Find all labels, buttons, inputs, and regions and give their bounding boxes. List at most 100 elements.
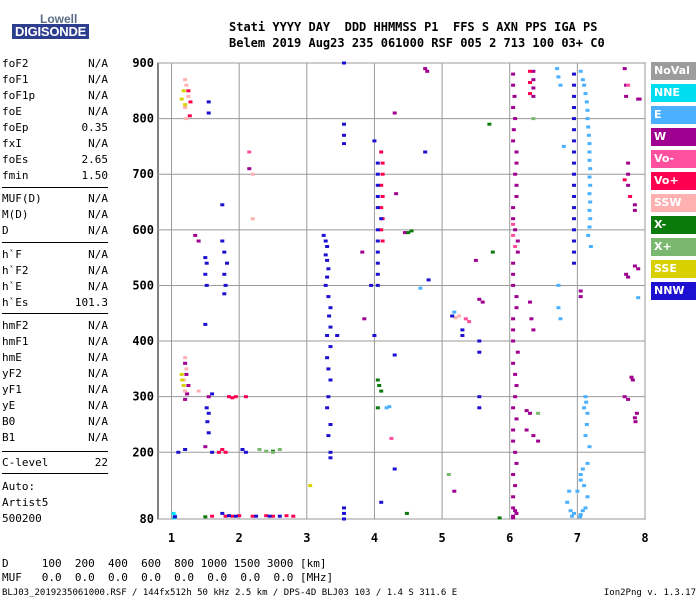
- data-point: [580, 78, 585, 82]
- data-point: [531, 69, 536, 73]
- data-point: [206, 100, 211, 104]
- data-point: [584, 100, 589, 104]
- data-point: [636, 296, 641, 300]
- data-point: [223, 283, 228, 287]
- param-value: N/A: [88, 383, 108, 396]
- param-row: fmin 1.50: [2, 169, 108, 185]
- data-point: [588, 167, 593, 171]
- param-label: h`E: [2, 280, 22, 293]
- data-point: [572, 206, 576, 210]
- data-point: [342, 133, 346, 137]
- data-point: [210, 514, 215, 518]
- y-tick-label: 600: [132, 223, 154, 237]
- data-point: [342, 517, 346, 521]
- param-value: N/A: [88, 248, 108, 261]
- data-point: [203, 515, 208, 519]
- data-point: [380, 239, 385, 243]
- x-tick-label: 2: [236, 531, 243, 545]
- param-row: foF2 N/A: [2, 57, 108, 73]
- data-point: [180, 378, 185, 382]
- data-point: [511, 439, 516, 443]
- data-point: [423, 150, 428, 154]
- param-value: N/A: [88, 431, 108, 444]
- data-point: [585, 411, 590, 415]
- data-point: [254, 514, 259, 518]
- data-point: [587, 225, 592, 229]
- data-point: [203, 322, 208, 326]
- data-point: [184, 83, 189, 87]
- data-point: [637, 97, 642, 101]
- data-point: [528, 300, 532, 304]
- param-label: foF1p: [2, 89, 36, 102]
- data-point: [183, 448, 188, 451]
- param-row: yE N/A: [2, 399, 108, 415]
- data-point: [561, 144, 566, 148]
- data-point: [375, 261, 380, 265]
- param-label: MUF(D): [2, 192, 42, 205]
- y-tick-label: 500: [132, 278, 154, 292]
- data-point: [453, 316, 458, 320]
- param-row: hmF2 N/A: [2, 319, 108, 335]
- data-point: [511, 233, 516, 237]
- data-point: [477, 406, 482, 410]
- x-tick-label: 6: [506, 531, 513, 545]
- data-point: [536, 411, 541, 415]
- auto-info-line: Artist5: [2, 496, 49, 509]
- data-point: [379, 183, 384, 187]
- data-point: [629, 375, 634, 379]
- data-point: [477, 297, 482, 301]
- data-point: [588, 183, 593, 187]
- data-point: [511, 506, 516, 510]
- data-point: [233, 395, 238, 399]
- data-point: [524, 409, 529, 413]
- data-point: [186, 94, 191, 98]
- data-point: [632, 264, 637, 268]
- param-row: foEs 2.65: [2, 153, 108, 169]
- data-point: [375, 172, 380, 176]
- data-point: [585, 495, 590, 499]
- data-point: [277, 448, 282, 451]
- data-point: [243, 450, 248, 454]
- data-point: [277, 514, 282, 518]
- param-label: hmF2: [2, 319, 29, 332]
- data-point: [531, 86, 536, 90]
- data-point: [567, 489, 572, 493]
- param-row: fxI N/A: [2, 137, 108, 153]
- data-point: [622, 67, 627, 71]
- param-value: N/A: [88, 73, 108, 86]
- data-point: [572, 511, 576, 515]
- data-point: [513, 117, 518, 121]
- data-point: [570, 514, 574, 518]
- y-tick-label: 300: [132, 390, 154, 404]
- data-point: [328, 345, 333, 349]
- data-point: [452, 489, 457, 493]
- data-point: [193, 233, 198, 237]
- data-point: [463, 317, 468, 321]
- header-line-2: Belem 2019 Aug23 235 061000 RSF 005 2 71…: [229, 36, 605, 50]
- data-point: [183, 103, 188, 107]
- data-point: [536, 439, 541, 443]
- data-point: [511, 283, 516, 287]
- param-row: h`F N/A: [2, 248, 108, 264]
- data-point: [328, 306, 333, 310]
- data-point: [572, 261, 576, 265]
- data-point: [184, 117, 189, 121]
- param-label: h`F2: [2, 264, 29, 277]
- data-point: [196, 389, 201, 393]
- param-row: h`Es 101.3: [2, 296, 108, 312]
- data-point: [210, 450, 215, 454]
- data-point: [513, 395, 518, 399]
- data-point: [264, 514, 269, 518]
- param-label: D: [2, 224, 9, 237]
- data-point: [250, 514, 255, 518]
- data-point: [585, 461, 590, 465]
- data-point: [375, 183, 380, 187]
- data-point: [578, 69, 583, 73]
- data-point: [184, 372, 189, 376]
- data-point: [450, 314, 455, 318]
- data-point: [514, 183, 519, 187]
- data-point: [392, 111, 397, 115]
- data-point: [402, 231, 407, 235]
- data-point: [572, 150, 576, 154]
- legend-item: SSW: [651, 194, 696, 212]
